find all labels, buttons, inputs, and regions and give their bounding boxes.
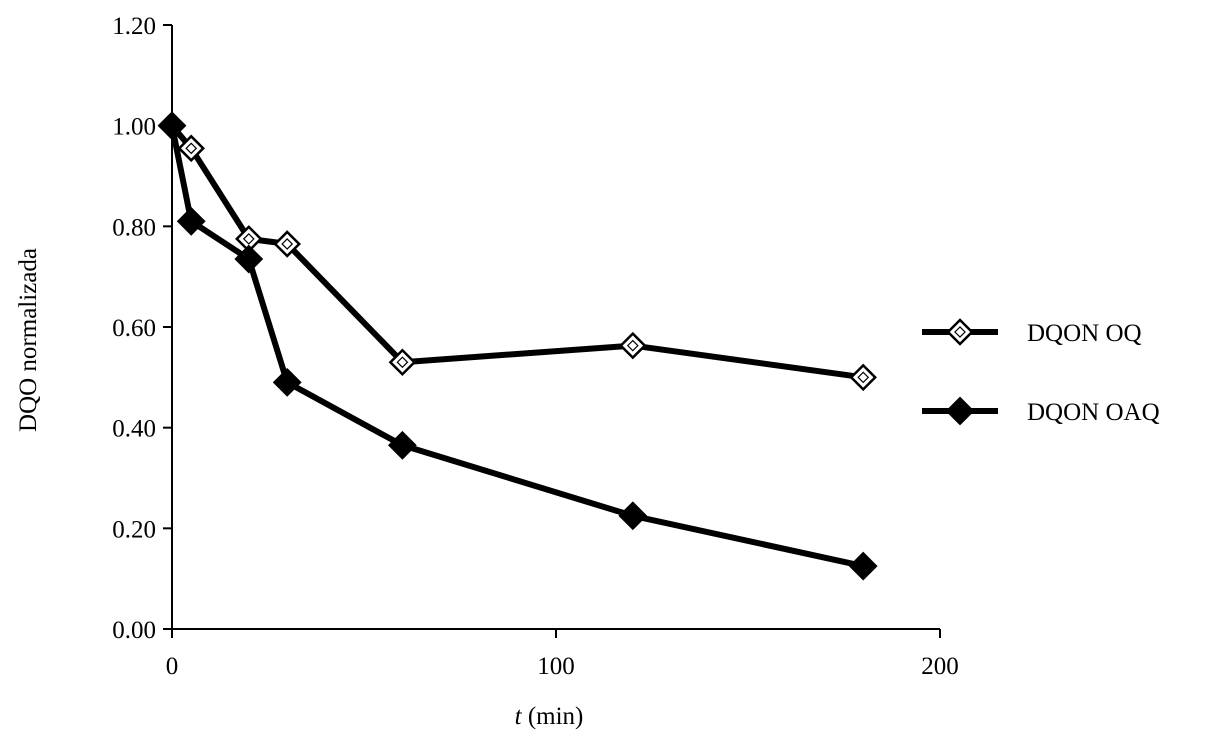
y-tick-label: 1.20 (112, 13, 156, 40)
y-tick-label: 1.00 (112, 114, 156, 141)
plot-area: 0.00 0.20 0.40 0.60 0.80 1.00 1.20 0 100 200 (112, 13, 959, 680)
data-point-dqon-oq (177, 134, 205, 163)
data-point-dqon-oq (388, 348, 417, 377)
data-point-dqon-oq (619, 331, 647, 360)
x-tick-label: 100 (537, 653, 575, 680)
series-dqon-oq (158, 111, 877, 392)
x-tick-label: 200 (921, 653, 959, 680)
legend-item-dqon-oaq: DQON OAQ (922, 396, 1160, 426)
x-axis-title-variable: t (515, 703, 523, 730)
data-point-dqon-oaq (176, 206, 206, 236)
data-point-dqon-oaq (272, 367, 302, 397)
data-point-dqon-oq (849, 363, 877, 392)
legend-marker-dqon-oq (946, 318, 974, 346)
y-tick-label: 0.00 (112, 617, 156, 644)
legend: DQON OQ DQON OAQ (922, 318, 1160, 426)
data-point-dqon-oaq (618, 501, 648, 531)
data-point-dqon-oaq (387, 430, 417, 460)
y-ticks: 0.00 0.20 0.40 0.60 0.80 1.00 1.20 (112, 13, 172, 644)
y-tick-label: 0.60 (112, 315, 156, 342)
data-point-dqon-oaq (848, 551, 878, 581)
x-axis-title: t (min) (515, 703, 584, 730)
legend-label: DQON OQ (1027, 320, 1142, 347)
legend-marker-dqon-oaq (945, 396, 975, 426)
data-point-dqon-oaq (234, 244, 264, 274)
x-axis-title-unit: (min) (522, 703, 584, 730)
data-point-dqon-oq (273, 230, 301, 258)
x-tick-label: 0 (166, 653, 179, 680)
y-tick-label: 0.20 (112, 516, 156, 543)
data-point-dqon-oaq (157, 111, 187, 141)
y-axis-title: DQO normalizada (15, 248, 42, 432)
legend-item-dqon-oq: DQON OQ (922, 318, 1142, 347)
x-ticks: 0 100 200 (166, 629, 959, 680)
series-layer (157, 111, 878, 581)
series-dqon-oaq (157, 111, 878, 581)
y-tick-label: 0.80 (112, 214, 156, 241)
y-tick-label: 0.40 (112, 416, 156, 443)
legend-label: DQON OAQ (1027, 399, 1160, 426)
series-line-dqon-oaq (169, 125, 864, 570)
